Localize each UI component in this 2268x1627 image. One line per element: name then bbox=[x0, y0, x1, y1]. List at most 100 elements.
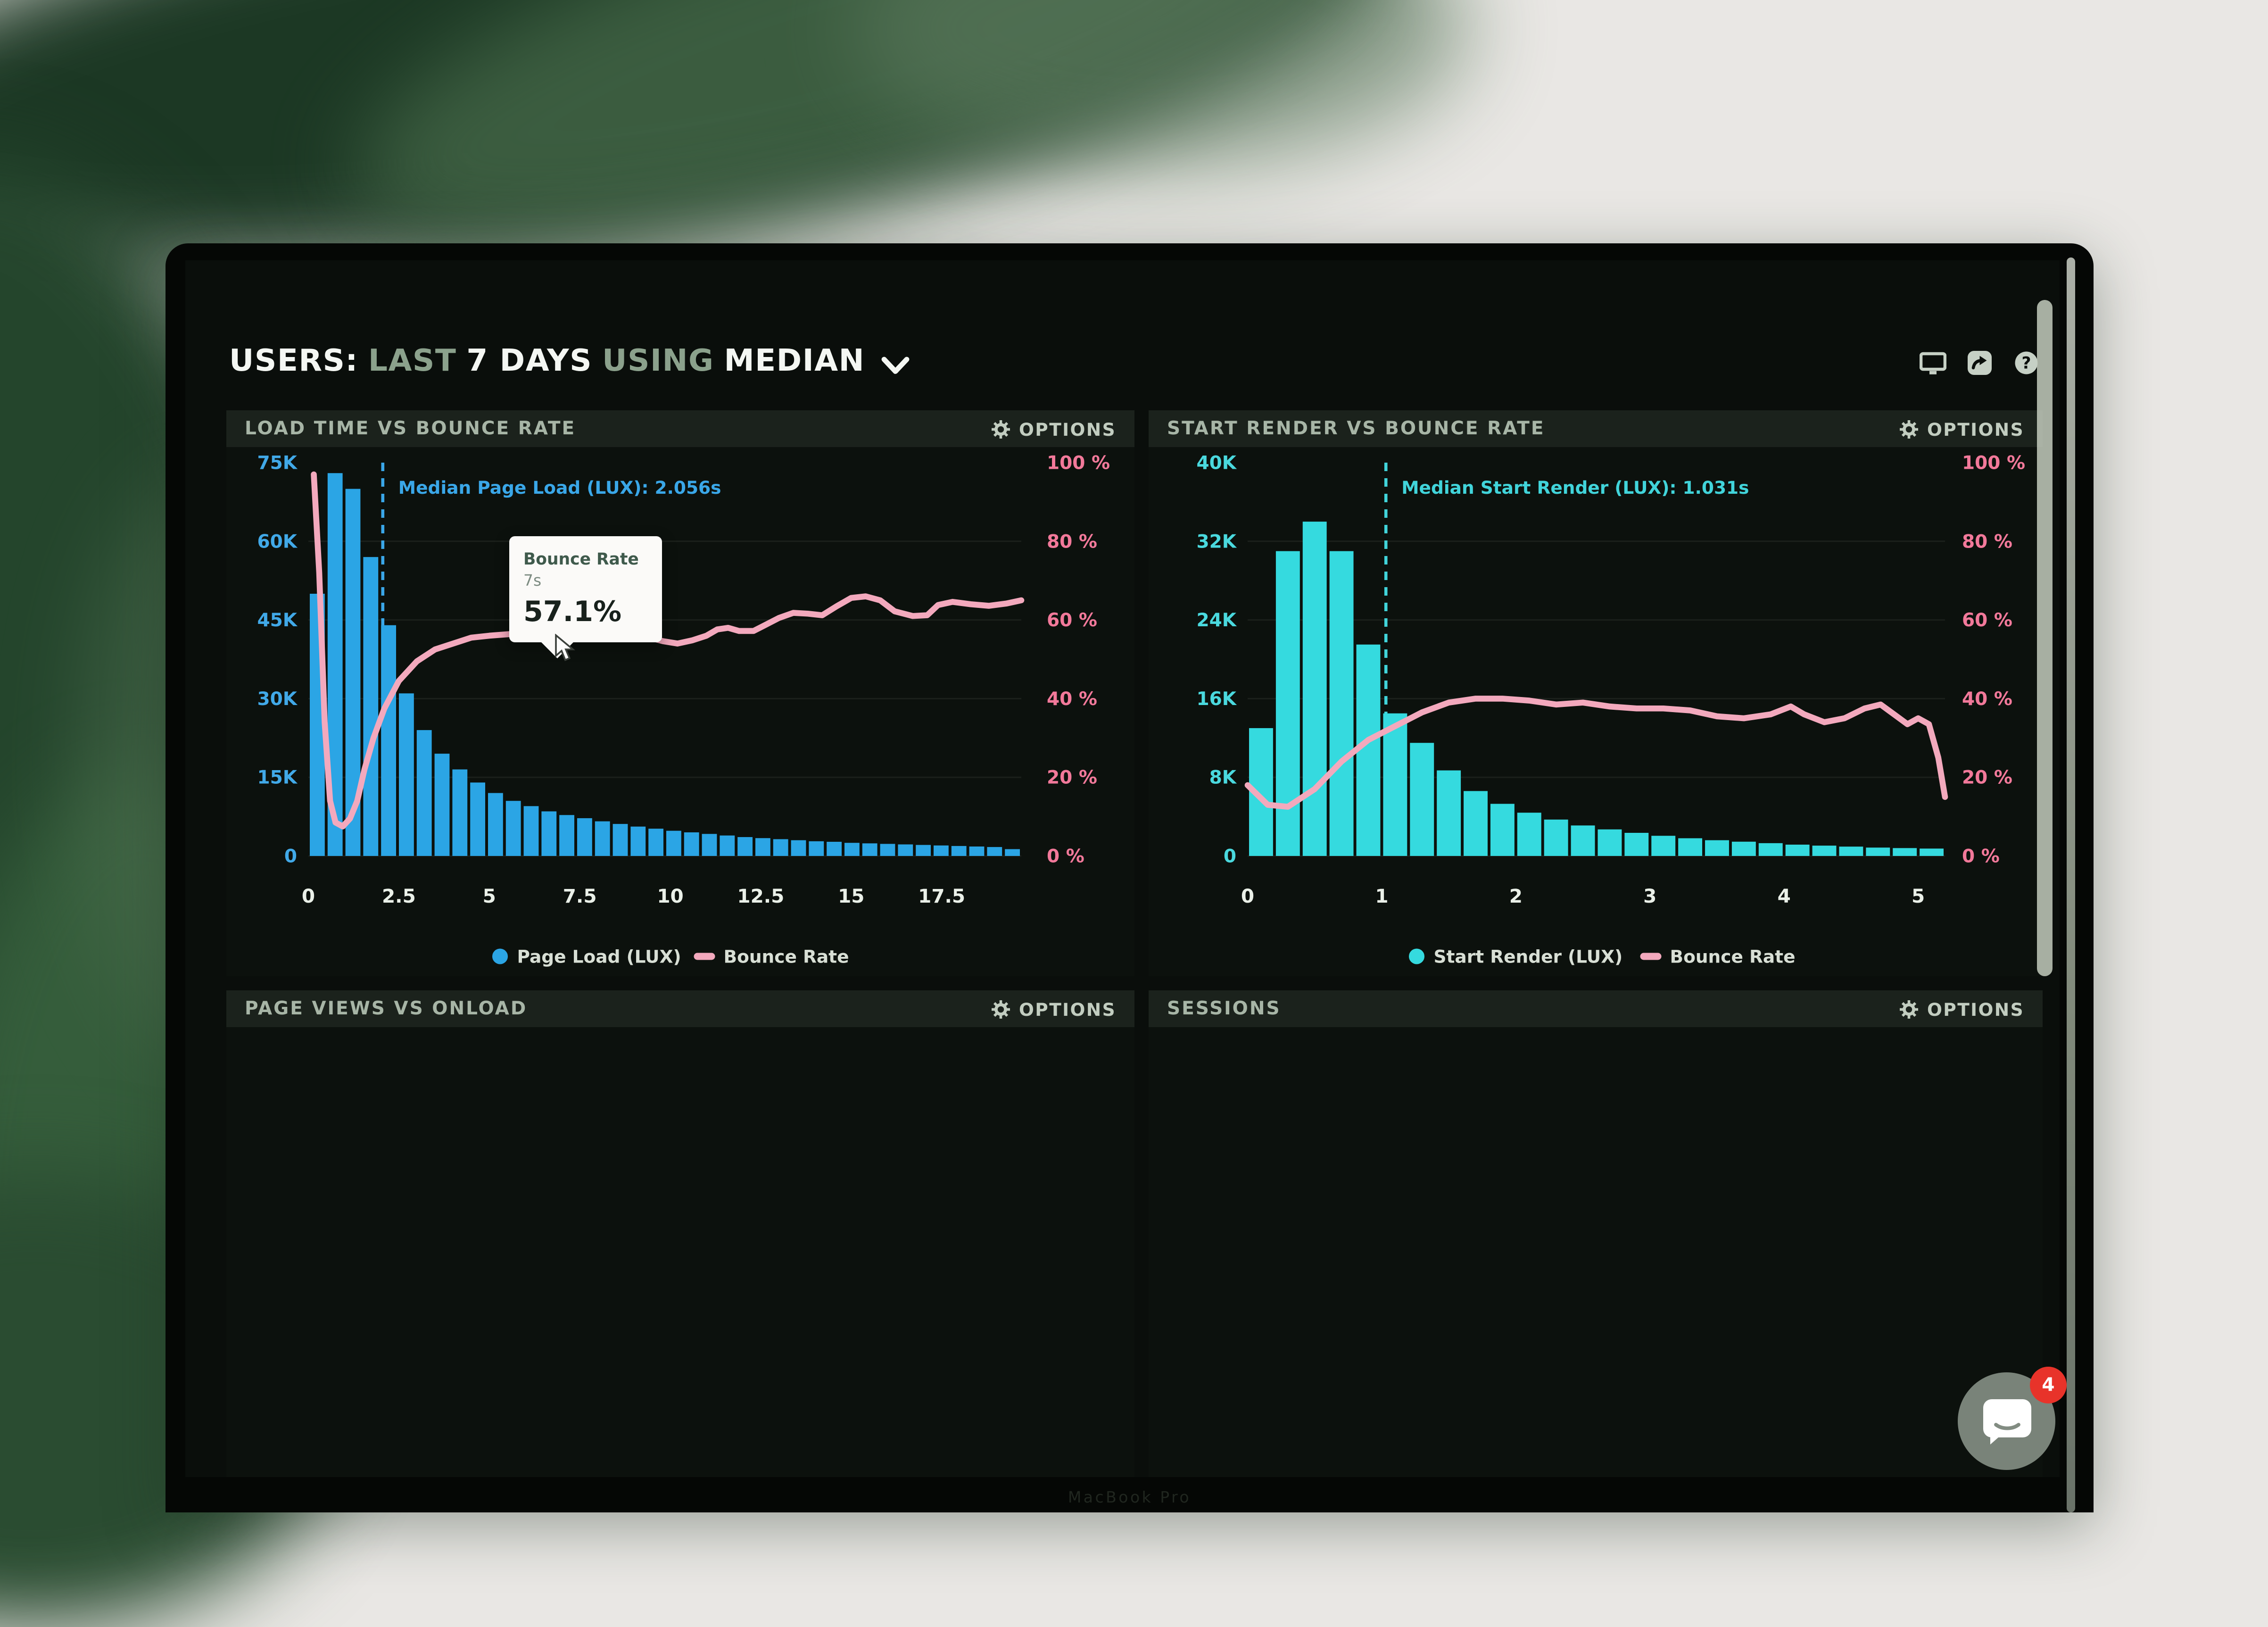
title-segment: USERS: bbox=[229, 344, 358, 379]
axis-tick-label: 20 % bbox=[1047, 767, 1097, 789]
share-icon[interactable] bbox=[1966, 349, 1993, 376]
chart-canvas[interactable]: 40K 100 % 32K 80 % 24K 60 % 16K 40 % 8K 20 % 0 0 % M… bbox=[1149, 410, 2043, 976]
legend-dot-icon bbox=[492, 948, 508, 964]
options-button[interactable]: OPTIONS bbox=[992, 998, 1116, 1020]
axis-tick-label: 80 % bbox=[1047, 531, 1097, 552]
panel-header: START RENDER VS BOUNCE RATE OPTIONS bbox=[1149, 410, 2043, 447]
axis-tick-label: 100 % bbox=[1962, 453, 2025, 474]
legend-dot-icon bbox=[1409, 948, 1424, 964]
screenshot-stage: MacBook Pro USERS: LAST 7 DAYS USING MEDIAN … bbox=[0, 0, 2268, 1512]
panel-load-time-vs-bounce-rate: LOAD TIME VS BOUNCE RATE OPTIONS 75K 100 … bbox=[226, 410, 1134, 976]
axis-tick-label: 0 bbox=[1241, 885, 1254, 907]
axis-tick-label: 60K bbox=[257, 531, 298, 552]
panel-header: PAGE VIEWS VS ONLOAD OPTIONS bbox=[226, 990, 1134, 1027]
title-segment: MEDIAN bbox=[724, 344, 865, 379]
axis-tick-label: 0 bbox=[1224, 846, 1236, 867]
axis-tick-label: 5 bbox=[1912, 885, 1925, 907]
title-segment: USING bbox=[602, 344, 714, 379]
axis-tick-label: 17.5 bbox=[918, 885, 965, 907]
page-scrollbar[interactable] bbox=[2037, 300, 2053, 976]
axis-tick-label: 15K bbox=[257, 767, 298, 789]
chat-unread-badge: 4 bbox=[2030, 1367, 2067, 1403]
axis-tick-label: 0 bbox=[302, 885, 315, 907]
axis-tick-label: 16K bbox=[1197, 689, 1237, 710]
axis-tick-label: 32K bbox=[1197, 531, 1237, 552]
chart-legend: Start Render (LUX) Bounce Rate bbox=[1409, 946, 1796, 967]
axis-tick-label: Bounce Rate bbox=[724, 946, 849, 967]
axis-tick-label: 40K bbox=[1197, 453, 1237, 474]
options-label: OPTIONS bbox=[1019, 418, 1116, 440]
axis-tick-label: Bounce Rate bbox=[1670, 946, 1796, 967]
tooltip-x-value: 7s bbox=[523, 572, 542, 590]
options-label: OPTIONS bbox=[1927, 998, 2024, 1020]
panel-header: SESSIONS OPTIONS bbox=[1149, 990, 2043, 1027]
axis-tick-label: 0 bbox=[284, 846, 297, 867]
chart-legend: Page Load (LUX) Bounce Rate bbox=[492, 946, 849, 967]
help-icon[interactable]: ? bbox=[2013, 349, 2040, 376]
options-button[interactable]: OPTIONS bbox=[1900, 418, 2024, 440]
panel-title: START RENDER VS BOUNCE RATE bbox=[1167, 418, 1545, 440]
gear-icon bbox=[992, 999, 1011, 1018]
tooltip-series-name: Bounce Rate bbox=[523, 549, 639, 569]
axis-tick-label: 80 % bbox=[1962, 531, 2012, 552]
axis-tick-label: 15 bbox=[838, 885, 864, 907]
axis-tick-label: 0 % bbox=[1962, 846, 2000, 867]
panel-sessions: SESSIONS OPTIONS bbox=[1149, 990, 2043, 1477]
title-segment: 7 DAYS bbox=[466, 344, 593, 379]
legend-dash-icon bbox=[694, 953, 715, 960]
svg-text:?: ? bbox=[2021, 354, 2031, 373]
axis-tick-label: 2.5 bbox=[382, 885, 416, 907]
axis-tick-label: Median Start Render (LUX): 1.031s bbox=[1401, 477, 1749, 498]
panel-title: PAGE VIEWS VS ONLOAD bbox=[245, 998, 528, 1020]
panel-title: LOAD TIME VS BOUNCE RATE bbox=[245, 418, 576, 440]
axis-tick-label: 100 % bbox=[1047, 453, 1110, 474]
screen-edge-highlight bbox=[2067, 257, 2075, 1512]
panel-header: LOAD TIME VS BOUNCE RATE OPTIONS bbox=[226, 410, 1134, 447]
options-button[interactable]: OPTIONS bbox=[992, 418, 1116, 440]
bounce-rate-line bbox=[1244, 696, 1948, 810]
axis-tick-label: 45K bbox=[257, 610, 298, 631]
axis-tick-label: 10 bbox=[657, 885, 683, 907]
options-label: OPTIONS bbox=[1019, 998, 1116, 1020]
axis-tick-label: 0 % bbox=[1047, 846, 1084, 867]
chat-bubble-icon bbox=[1982, 1398, 2031, 1444]
gear-icon bbox=[1900, 999, 1919, 1018]
panel-title: SESSIONS bbox=[1167, 998, 1281, 1020]
panel-start-render-vs-bounce-rate: START RENDER VS BOUNCE RATE OPTIONS 40K 1… bbox=[1149, 410, 2043, 976]
axis-tick-label: 8K bbox=[1209, 767, 1237, 789]
axis-tick-label: 7.5 bbox=[563, 885, 597, 907]
axis-tick-label: 30K bbox=[257, 689, 298, 710]
chart-canvas[interactable]: 75K 100 % 60K 80 % 45K 60 % 30K 40 % 15K 20 % 0 0 %… bbox=[226, 410, 1134, 976]
page-title[interactable]: USERS: LAST 7 DAYS USING MEDIAN bbox=[229, 344, 910, 379]
axis-tick-label: Start Render (LUX) bbox=[1434, 946, 1623, 967]
axis-tick-label: 40 % bbox=[1962, 689, 2012, 710]
axis-tick-label: 20 % bbox=[1962, 767, 2012, 789]
options-label: OPTIONS bbox=[1927, 418, 2024, 440]
histogram-bars bbox=[1249, 522, 1944, 856]
axis-tick-label: 75K bbox=[257, 453, 298, 474]
axis-tick-label: 5 bbox=[483, 885, 496, 907]
device-brand-label: MacBook Pro bbox=[1068, 1488, 1192, 1507]
header-toolbar: ? bbox=[1919, 349, 2040, 376]
chart-tooltip: Bounce Rate 7s 57.1% bbox=[509, 536, 662, 642]
gear-icon bbox=[1900, 419, 1919, 438]
legend-dash-icon bbox=[1640, 953, 1662, 960]
tooltip-value: 57.1% bbox=[523, 594, 622, 628]
mouse-cursor-icon bbox=[555, 633, 580, 668]
display-icon[interactable] bbox=[1919, 349, 1947, 376]
axis-tick-label: 60 % bbox=[1962, 610, 2012, 631]
axis-tick-label: 24K bbox=[1197, 610, 1237, 631]
axis-tick-label: 1 bbox=[1375, 885, 1388, 907]
axis-tick-label: 4 bbox=[1778, 885, 1791, 907]
axis-tick-label: 2 bbox=[1509, 885, 1523, 907]
gear-icon bbox=[992, 419, 1011, 438]
axis-tick-label: Median Page Load (LUX): 2.056s bbox=[398, 477, 721, 498]
axis-tick-label: 40 % bbox=[1047, 689, 1097, 710]
bounce-rate-line bbox=[311, 471, 1025, 830]
axis-tick-label: 60 % bbox=[1047, 610, 1097, 631]
chevron-down-icon bbox=[882, 357, 910, 374]
options-button[interactable]: OPTIONS bbox=[1900, 998, 2024, 1020]
axis-tick-label: 3 bbox=[1643, 885, 1656, 907]
title-segment: LAST bbox=[368, 344, 457, 379]
panel-page-views-vs-onload: PAGE VIEWS VS ONLOAD OPTIONS bbox=[226, 990, 1134, 1477]
